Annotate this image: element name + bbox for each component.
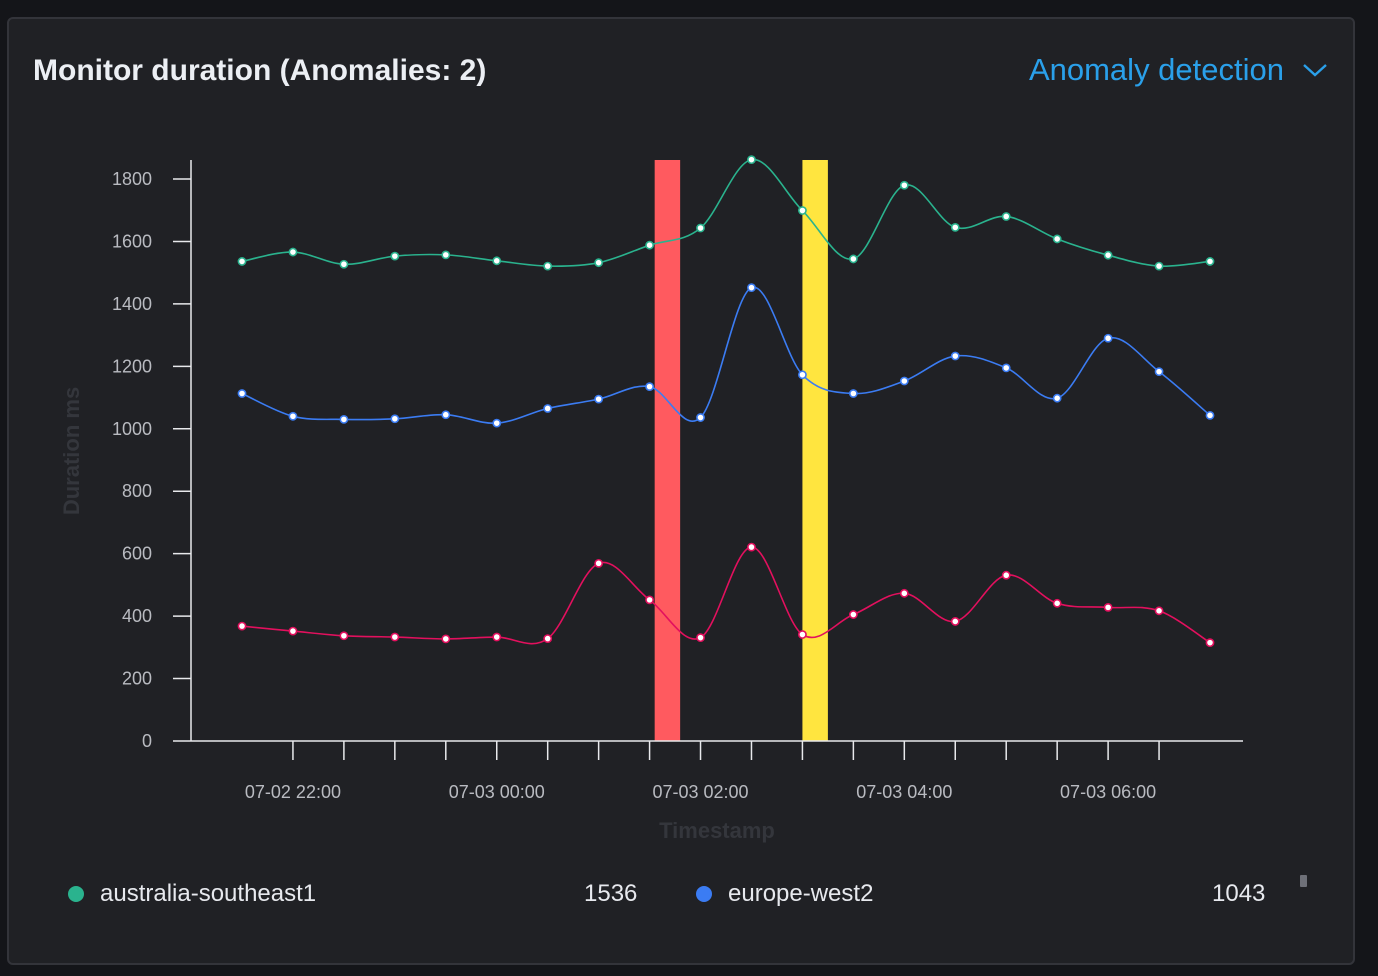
data-point [339, 415, 349, 424]
y-tick-label: 800 [122, 481, 152, 501]
y-tick-label: 1600 [112, 231, 152, 251]
data-point [747, 283, 756, 293]
data-point [1001, 212, 1011, 221]
data-point [645, 382, 654, 392]
data-point [747, 542, 756, 552]
data-point [798, 206, 807, 215]
data-point [950, 222, 960, 232]
data-point [390, 251, 400, 261]
data-point [1205, 638, 1215, 648]
data-point [899, 180, 909, 190]
x-tick-label: 07-03 06:00 [1060, 782, 1156, 802]
data-point [237, 257, 247, 266]
data-point [1205, 257, 1215, 266]
x-tick-label: 07-03 00:00 [449, 782, 545, 802]
data-point [1001, 363, 1011, 373]
data-point [1103, 602, 1113, 612]
data-point [543, 634, 553, 643]
data-point [1205, 410, 1215, 420]
data-point [798, 630, 807, 639]
data-point [543, 261, 553, 271]
data-point [441, 250, 451, 260]
data-point [390, 632, 400, 642]
data-point [950, 617, 960, 626]
y-tick-label: 400 [122, 606, 152, 626]
y-axis-title: Duration ms [59, 387, 84, 515]
data-point [696, 413, 705, 422]
y-tick-label: 0 [142, 731, 152, 751]
data-point [441, 410, 451, 420]
anomaly-band [802, 160, 828, 741]
data-point [237, 621, 247, 631]
series-line [241, 158, 1211, 268]
data-point [848, 610, 858, 619]
data-point [1154, 261, 1164, 271]
legend-name: australia-southeast1 [100, 880, 317, 907]
x-tick-label: 07-03 02:00 [652, 782, 748, 802]
y-tick-label: 200 [122, 669, 152, 689]
y-tick-label: 1000 [112, 419, 152, 439]
data-point [1154, 606, 1164, 616]
chevron-down-icon [1302, 63, 1328, 77]
chart-title: Monitor duration (Anomalies: 2) [33, 54, 487, 87]
legend-value: 1043 [1212, 880, 1266, 907]
data-point [492, 632, 502, 642]
anomaly-band [654, 160, 681, 741]
x-axis-title: Timestamp [659, 818, 775, 843]
data-point [798, 370, 807, 380]
data-point [747, 155, 756, 165]
data-point [1154, 367, 1164, 377]
data-point [492, 256, 502, 266]
data-point [848, 254, 858, 264]
data-point [950, 351, 960, 361]
y-tick-label: 600 [122, 544, 152, 564]
data-point [594, 558, 604, 568]
anomaly-detection-dropdown[interactable]: Anomaly detection [1029, 52, 1328, 88]
series-line [241, 286, 1211, 424]
data-point [237, 389, 247, 398]
data-point [1001, 570, 1011, 580]
legend-dot-icon [696, 886, 712, 902]
data-point [543, 404, 553, 413]
data-point [899, 376, 909, 386]
data-point [645, 595, 654, 605]
legend-scrollbar[interactable] [1300, 875, 1307, 887]
data-point [645, 240, 654, 250]
data-point [696, 223, 705, 233]
data-point [390, 414, 400, 424]
data-point [288, 626, 298, 636]
y-tick-label: 1400 [112, 294, 152, 314]
legend-name: europe-west2 [728, 880, 874, 907]
dropdown-label: Anomaly detection [1028, 52, 1284, 87]
data-point [339, 631, 349, 641]
data-point [441, 634, 451, 644]
x-tick-label: 07-02 22:00 [245, 782, 341, 802]
data-point [1103, 333, 1113, 343]
chart-panel [7, 17, 1355, 965]
series-line [241, 546, 1211, 645]
data-point [288, 247, 298, 257]
data-point [594, 394, 604, 404]
data-point [339, 259, 349, 269]
legend-dot-icon [68, 886, 84, 902]
data-point [1103, 250, 1113, 260]
data-point [288, 411, 298, 421]
data-point [1052, 234, 1062, 244]
data-point [1052, 598, 1062, 608]
data-point [696, 633, 705, 643]
data-point [848, 389, 858, 398]
y-tick-label: 1800 [112, 169, 152, 189]
legend-value: 1536 [584, 880, 638, 907]
legend-item-australia-southeast1[interactable]: australia-southeast1 [68, 880, 316, 908]
y-tick-label: 1200 [112, 356, 152, 376]
data-point [899, 588, 909, 598]
legend-item-europe-west2[interactable]: europe-west2 [696, 880, 873, 908]
data-point [1052, 393, 1062, 403]
data-point [492, 418, 502, 428]
x-tick-label: 07-03 04:00 [856, 782, 952, 802]
data-point [594, 258, 604, 268]
